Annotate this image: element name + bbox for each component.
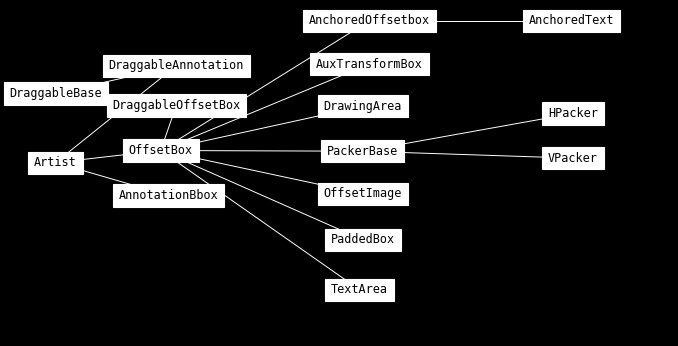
FancyBboxPatch shape	[318, 95, 407, 117]
Text: AnchoredOffsetbox: AnchoredOffsetbox	[309, 14, 430, 27]
FancyBboxPatch shape	[321, 140, 404, 162]
Text: DraggableOffsetBox: DraggableOffsetBox	[112, 99, 241, 112]
FancyBboxPatch shape	[542, 102, 603, 125]
FancyBboxPatch shape	[311, 53, 428, 75]
Text: AnnotationBbox: AnnotationBbox	[119, 189, 219, 202]
FancyBboxPatch shape	[3, 82, 108, 104]
Text: AuxTransformBox: AuxTransformBox	[316, 57, 423, 71]
FancyBboxPatch shape	[106, 94, 246, 117]
Text: TextArea: TextArea	[331, 283, 388, 296]
Text: PackerBase: PackerBase	[327, 145, 399, 158]
Text: HPacker: HPacker	[548, 107, 598, 120]
FancyBboxPatch shape	[123, 139, 199, 162]
Text: AnchoredText: AnchoredText	[529, 14, 614, 27]
FancyBboxPatch shape	[523, 10, 620, 32]
Text: PaddedBox: PaddedBox	[331, 233, 395, 246]
Text: DraggableBase: DraggableBase	[9, 87, 102, 100]
Text: DrawingArea: DrawingArea	[323, 100, 402, 113]
Text: Artist: Artist	[34, 156, 77, 169]
Text: OffsetImage: OffsetImage	[323, 187, 402, 200]
Text: DraggableAnnotation: DraggableAnnotation	[108, 59, 244, 72]
Text: OffsetBox: OffsetBox	[129, 144, 193, 157]
FancyBboxPatch shape	[113, 184, 224, 207]
FancyBboxPatch shape	[325, 279, 394, 301]
FancyBboxPatch shape	[28, 152, 83, 174]
FancyBboxPatch shape	[103, 55, 250, 77]
FancyBboxPatch shape	[318, 183, 407, 205]
FancyBboxPatch shape	[303, 10, 436, 32]
Text: VPacker: VPacker	[548, 152, 598, 165]
FancyBboxPatch shape	[542, 147, 603, 169]
FancyBboxPatch shape	[325, 229, 401, 251]
